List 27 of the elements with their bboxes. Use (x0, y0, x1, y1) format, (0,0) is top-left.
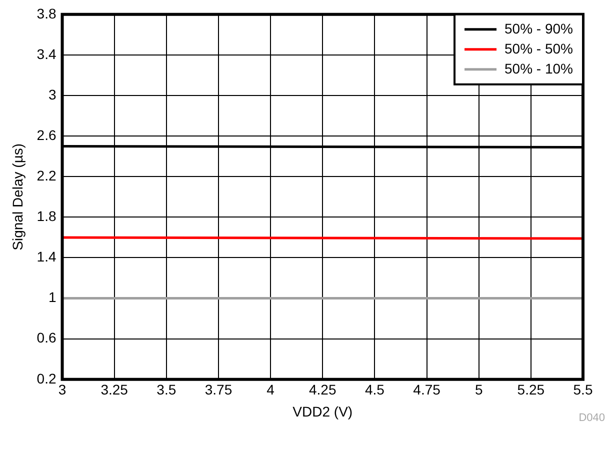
y-tick-label: 3 (48, 86, 56, 102)
y-tick-label: 0.2 (36, 370, 56, 386)
x-tick-label: 4.5 (364, 382, 385, 398)
x-tick-label: 3.25 (100, 382, 128, 398)
y-axis-title: Signal Delay (µs) (9, 143, 26, 250)
y-tick-label: 3.8 (36, 5, 56, 22)
x-tick-label: 3.5 (156, 382, 176, 398)
x-tick-label: 3 (58, 382, 66, 398)
y-tick-label: 2.6 (36, 126, 56, 143)
x-tick-label: 5.5 (573, 382, 593, 398)
text: D040 (578, 412, 605, 424)
legend-label: 50% - 90% (504, 20, 573, 36)
x-tick-label: 5.25 (517, 382, 545, 398)
legend-label: 50% - 10% (504, 60, 573, 76)
x-tick-label: 5 (474, 382, 483, 398)
x-tick-label: 4 (266, 382, 275, 398)
y-tick-label: 2.2 (36, 167, 56, 184)
y-tick-label: 3.4 (36, 46, 56, 62)
y-tick-label: 1.8 (36, 208, 56, 224)
y-tick-label: 1 (48, 289, 56, 306)
x-tick-label: 4.25 (309, 382, 336, 398)
y-tick-label: 1.4 (36, 248, 56, 265)
y-tick-label: 0.6 (36, 330, 56, 346)
legend-label: 50% - 50% (504, 40, 573, 56)
x-tick-label: 4.75 (413, 382, 441, 398)
x-tick-label: 3.75 (204, 382, 232, 398)
x-axis-title: VDD2 (V) (292, 403, 353, 420)
